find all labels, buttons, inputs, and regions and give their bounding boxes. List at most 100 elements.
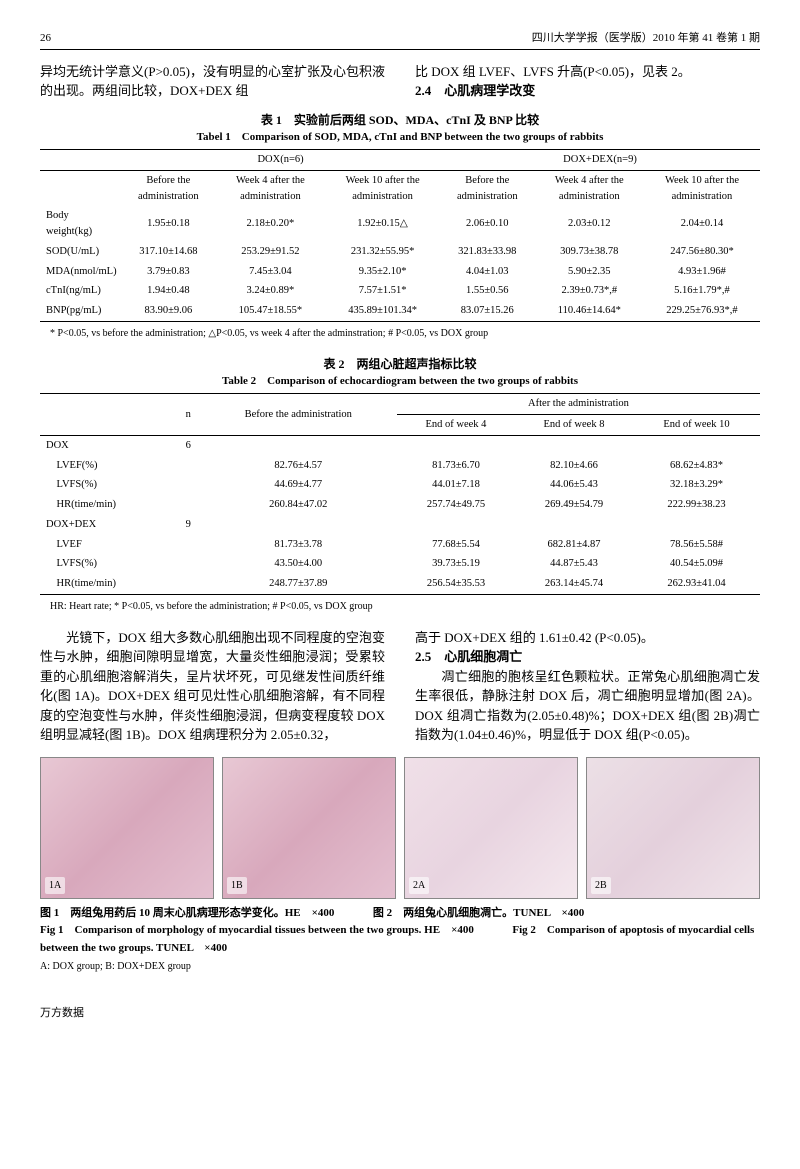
figure-label: 1B xyxy=(227,877,247,894)
figure-1b: 1B xyxy=(222,757,396,899)
figure-row: 1A 1B 2A 2B xyxy=(40,757,760,899)
table-row: HR(time/min) 260.84±47.02257.74±49.75269.… xyxy=(40,495,760,515)
table-cell: HR(time/min) xyxy=(40,495,177,515)
table-cell: SOD(U/mL) xyxy=(40,242,121,262)
fig1-caption-cn: 图 1 两组兔用药后 10 周末心肌病理形态学变化。HE ×400 xyxy=(40,907,334,919)
table-row: LVEF(%)82.76±4.5781.73±6.7082.10±4.6668.… xyxy=(40,456,760,476)
table-cell xyxy=(397,435,515,455)
table-row: LVFS(%)44.69±4.7744.01±7.1844.06±5.4332.… xyxy=(40,475,760,495)
fig2-caption-cn: 图 2 两组兔心肌细胞凋亡。TUNEL ×400 xyxy=(373,907,584,919)
figure-captions: 图 1 两组兔用药后 10 周末心肌病理形态学变化。HE ×400 图 2 两组… xyxy=(40,905,760,975)
intro-right-line1: 比 DOX 组 LVEF、LVFS 升高(P<0.05)，见表 2。 xyxy=(415,62,760,82)
body-left: 光镜下，DOX 组大多数心肌细胞出现不同程度的空泡变性与水肿，细胞间隙明显增宽，… xyxy=(40,628,385,745)
intro-columns: 异均无统计学意义(P>0.05)，没有明显的心室扩张及心包积液的出现。两组间比较… xyxy=(40,62,760,101)
table-cell: BNP(pg/mL) xyxy=(40,301,121,321)
table-cell: 7.57±1.51* xyxy=(325,281,440,301)
page-number: 26 xyxy=(40,30,51,47)
table-cell: 321.83±33.98 xyxy=(440,242,535,262)
page-header: 26 四川大学学报（医学版）2010 年第 41 卷第 1 期 xyxy=(40,30,760,50)
table-cell: 43.50±4.00 xyxy=(200,554,397,574)
table-cell: 2.18±0.20* xyxy=(216,206,326,242)
table-cell: DOX+DEX xyxy=(40,515,177,535)
table-cell: 6 xyxy=(177,435,200,455)
journal-title: 四川大学学报（医学版）2010 年第 41 卷第 1 期 xyxy=(532,30,760,47)
table-cell: 3.79±0.83 xyxy=(121,262,216,282)
table-cell: 68.62±4.83* xyxy=(633,456,760,476)
table-cell: 2.04±0.14 xyxy=(644,206,760,242)
table-cell: 1.95±0.18 xyxy=(121,206,216,242)
table1-title-en: Tabel 1 Comparison of SOD, MDA, cTnI and… xyxy=(40,129,760,146)
table2: n Before the administration After the ad… xyxy=(40,393,760,595)
table1-title-cn: 表 1 实验前后两组 SOD、MDA、cTnI 及 BNP 比较 xyxy=(40,111,760,129)
table-row: HR(time/min)248.77±37.89256.54±35.53263.… xyxy=(40,574,760,594)
table-cell xyxy=(515,435,633,455)
table-cell: 4.04±1.03 xyxy=(440,262,535,282)
table-cell: 110.46±14.64* xyxy=(535,301,644,321)
table-cell: 269.49±54.79 xyxy=(515,495,633,515)
table1: DOX(n=6) DOX+DEX(n=9) Before the adminis… xyxy=(40,149,760,322)
section-2-5-title: 2.5 心肌细胞凋亡 xyxy=(415,647,760,667)
table-row: MDA(nmol/mL)3.79±0.837.45±3.049.35±2.10*… xyxy=(40,262,760,282)
table1-group1: DOX(n=6) xyxy=(121,150,440,171)
table-cell: 2.39±0.73*,# xyxy=(535,281,644,301)
table2-title-cn: 表 2 两组心脏超声指标比较 xyxy=(40,355,760,373)
body-columns: 光镜下，DOX 组大多数心肌细胞出现不同程度的空泡变性与水肿，细胞间隙明显增宽，… xyxy=(40,628,760,745)
table-cell: 82.10±4.66 xyxy=(515,456,633,476)
table-cell: 1.92±0.15△ xyxy=(325,206,440,242)
table-cell: 2.06±0.10 xyxy=(440,206,535,242)
table-cell: LVFS(%) xyxy=(40,475,177,495)
table-cell: 82.76±4.57 xyxy=(200,456,397,476)
fig1-caption-en: Fig 1 Comparison of morphology of myocar… xyxy=(40,924,474,936)
table-row: cTnI(ng/mL)1.94±0.483.24±0.89*7.57±1.51*… xyxy=(40,281,760,301)
table1-col-header: Week 4 after the administration xyxy=(216,170,326,206)
table-cell xyxy=(515,515,633,535)
table-cell: 4.93±1.96# xyxy=(644,262,760,282)
table-cell: 5.90±2.35 xyxy=(535,262,644,282)
table-cell: 257.74±49.75 xyxy=(397,495,515,515)
table1-col-header: Week 10 after the administration xyxy=(325,170,440,206)
table-cell: 682.81±4.87 xyxy=(515,535,633,555)
table-row: BNP(pg/mL)83.90±9.06105.47±18.55*435.89±… xyxy=(40,301,760,321)
table-cell: 253.29±91.52 xyxy=(216,242,326,262)
table-cell xyxy=(397,515,515,535)
table-cell: Body weight(kg) xyxy=(40,206,121,242)
figure-2a: 2A xyxy=(404,757,578,899)
table-cell: 77.68±5.54 xyxy=(397,535,515,555)
table-cell: 39.73±5.19 xyxy=(397,554,515,574)
body-right: 高于 DOX+DEX 组的 1.61±0.42 (P<0.05)。 2.5 心肌… xyxy=(415,628,760,745)
figure-label: 2A xyxy=(409,877,429,894)
table-cell: 260.84±47.02 xyxy=(200,495,397,515)
table2-h-after: After the administration xyxy=(397,394,760,415)
table-cell: 256.54±35.53 xyxy=(397,574,515,594)
table-cell: 40.54±5.09# xyxy=(633,554,760,574)
table-cell: LVFS(%) xyxy=(40,554,177,574)
table-cell: 105.47±18.55* xyxy=(216,301,326,321)
section-2-4-title: 2.4 心肌病理学改变 xyxy=(415,81,760,101)
table-cell: 9.35±2.10* xyxy=(325,262,440,282)
figure-1a: 1A xyxy=(40,757,214,899)
table-cell xyxy=(177,456,200,476)
table-cell xyxy=(177,475,200,495)
body-right-line1: 高于 DOX+DEX 组的 1.61±0.42 (P<0.05)。 xyxy=(415,628,760,648)
table2-h-w8: End of week 8 xyxy=(515,415,633,436)
intro-left: 异均无统计学意义(P>0.05)，没有明显的心室扩张及心包积液的出现。两组间比较… xyxy=(40,62,385,101)
table-cell: 7.45±3.04 xyxy=(216,262,326,282)
table-cell: 83.90±9.06 xyxy=(121,301,216,321)
table1-col-header xyxy=(40,170,121,206)
table-cell: 44.87±5.43 xyxy=(515,554,633,574)
table2-h-before: Before the administration xyxy=(200,394,397,436)
table1-col-header: Week 10 after the administration xyxy=(644,170,760,206)
intro-right: 比 DOX 组 LVEF、LVFS 升高(P<0.05)，见表 2。 2.4 心… xyxy=(415,62,760,101)
table-cell: 9 xyxy=(177,515,200,535)
table-cell: 435.89±101.34* xyxy=(325,301,440,321)
table-cell xyxy=(177,495,200,515)
table-cell: 2.03±0.12 xyxy=(535,206,644,242)
table-cell xyxy=(177,554,200,574)
table2-title-en: Table 2 Comparison of echocardiogram bet… xyxy=(40,373,760,390)
body-right-p2: 凋亡细胞的胞核呈红色颗粒状。正常兔心肌细胞凋亡发生率很低，静脉注射 DOX 后，… xyxy=(415,667,760,745)
figure-label: 1A xyxy=(45,877,65,894)
table-cell: 44.69±4.77 xyxy=(200,475,397,495)
table-cell: 78.56±5.58# xyxy=(633,535,760,555)
table-cell xyxy=(177,535,200,555)
table-cell: 263.14±45.74 xyxy=(515,574,633,594)
